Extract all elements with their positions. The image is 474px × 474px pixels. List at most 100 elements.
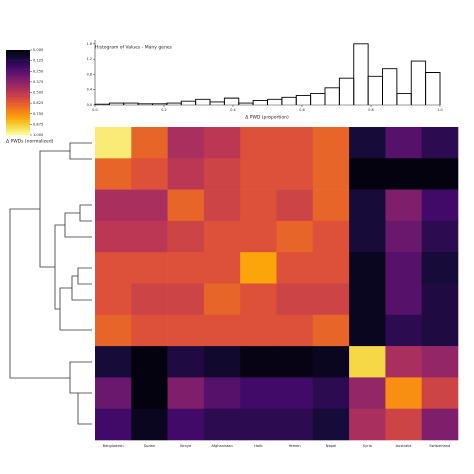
- heatmap-cell: [131, 189, 168, 222]
- colorbar-tick-label: 0.125: [33, 59, 43, 63]
- colorbar-segment: [6, 120, 30, 123]
- hist-bar: [310, 93, 326, 105]
- heatmap-cell: [240, 408, 277, 441]
- heatmap-cell: [203, 220, 241, 253]
- colorbar-segment: [6, 77, 30, 81]
- heatmap-cell: [131, 283, 168, 316]
- heatmap-cell: [131, 127, 168, 159]
- heatmap-cell: [421, 377, 459, 409]
- hist-bar: [338, 77, 355, 105]
- x-tick-label: Syria: [363, 444, 372, 448]
- heatmap-cell: [95, 377, 132, 409]
- colorbar-tick-label: 0.000: [33, 48, 44, 52]
- colorbar-segment: [6, 122, 30, 125]
- heatmap-cell: [312, 252, 350, 284]
- colorbar-segment: [6, 101, 30, 104]
- colorbar-segment: [6, 84, 30, 87]
- heatmap-cell: [421, 314, 459, 347]
- hist-bar: [180, 100, 197, 105]
- heatmap-cell: [312, 346, 350, 378]
- heatmap-cell: [95, 408, 132, 441]
- heatmap-cell: [385, 408, 422, 441]
- colorbar-segment: [6, 90, 30, 93]
- hist-bar: [367, 75, 383, 105]
- heatmap-cell: [349, 220, 386, 253]
- hist-bar: [382, 68, 398, 105]
- colorbar-segment: [6, 109, 30, 112]
- heatmap-cell: [203, 127, 241, 159]
- colorbar-segment: [6, 56, 30, 59]
- colorbar-tick-label: 1.000: [33, 133, 44, 137]
- colorbar-label: Δ PWDs (normalized): [6, 139, 54, 145]
- hist-bar: [295, 94, 312, 105]
- colorbar-tick-label: 0.500: [33, 91, 44, 95]
- colorbar-segment: [6, 111, 30, 115]
- heatmap-cell: [385, 346, 422, 378]
- colorbar-tick-label: 0.750: [33, 112, 44, 116]
- heatmap-cell: [167, 252, 205, 284]
- heatmap-cell: [312, 220, 350, 253]
- y-tick-label: 0.4: [87, 88, 92, 92]
- colorbar-tick-label: 0.375: [33, 80, 43, 84]
- x-tick-label: 0.0: [92, 108, 97, 112]
- hist-bar: [396, 93, 412, 105]
- colorbar-tick-label: 0.250: [33, 69, 44, 73]
- heatmap-cell: [276, 252, 314, 284]
- colorbar-segment: [6, 50, 30, 53]
- heatmap-cell: [312, 189, 350, 222]
- heatmap-cell: [385, 158, 422, 190]
- heatmap-cell: [276, 283, 314, 316]
- x-tick-label: Bangladesh: [103, 444, 124, 448]
- heatmap-cell: [312, 377, 350, 409]
- heatmap-cell: [349, 377, 386, 409]
- heatmap-cell: [167, 314, 205, 347]
- heatmap-cell: [421, 127, 459, 159]
- heatmap-cell: [240, 158, 277, 190]
- heatmap-cell: [203, 252, 241, 284]
- x-tick-label: 1.0: [437, 108, 442, 112]
- colorbar-segment: [6, 86, 30, 89]
- colorbar-segment: [6, 69, 30, 72]
- colorbar-segment: [6, 92, 30, 95]
- x-tick-label: Nepal: [326, 444, 336, 448]
- colorbar-segment: [6, 98, 30, 102]
- heatmap-cell: [131, 377, 168, 409]
- heatmap-cell: [167, 377, 205, 409]
- heatmap-cell: [131, 220, 168, 253]
- colorbar-segment: [6, 62, 30, 66]
- y-tick-label: 1.6: [87, 42, 92, 46]
- colorbar-segment: [6, 96, 30, 100]
- heatmap-cell: [276, 158, 314, 190]
- heatmap-cell: [203, 189, 241, 222]
- heatmap-cell: [349, 127, 386, 159]
- colorbar-segment: [6, 115, 30, 119]
- colorbar-segment: [6, 126, 30, 129]
- hist-bar: [223, 97, 240, 105]
- heatmap-cell: [349, 252, 386, 284]
- heatmap-cell: [131, 314, 168, 347]
- colorbar-tick-label: 0.875: [33, 122, 43, 126]
- x-tick-label: Haiti: [254, 444, 262, 448]
- x-tick-label: Australia: [396, 444, 412, 448]
- colorbar-segment: [6, 54, 30, 57]
- hist-x-label: Δ PWD (proportion): [245, 115, 289, 121]
- heatmap-cell: [312, 408, 350, 441]
- heatmap-cell: [349, 283, 386, 316]
- colorbar-segment: [6, 124, 30, 127]
- heatmap-cell: [131, 346, 168, 378]
- heatmap-cell: [349, 189, 386, 222]
- y-tick-label: 1.2: [87, 57, 92, 61]
- heatmap-cell: [167, 158, 205, 190]
- colorbar-segment: [6, 73, 30, 76]
- x-tick-label: 0.2: [161, 108, 166, 112]
- heatmap-cell: [167, 127, 205, 159]
- hist-bar: [252, 99, 268, 105]
- colorbar-segment: [6, 79, 30, 83]
- heatmap-cell: [95, 283, 132, 316]
- heatmap-cell: [131, 252, 168, 284]
- heatmap-cell: [240, 377, 277, 409]
- colorbar-segment: [6, 103, 30, 106]
- colorbar-segment: [6, 75, 30, 78]
- heatmap-cell: [421, 189, 459, 222]
- colorbar-segment: [6, 88, 30, 91]
